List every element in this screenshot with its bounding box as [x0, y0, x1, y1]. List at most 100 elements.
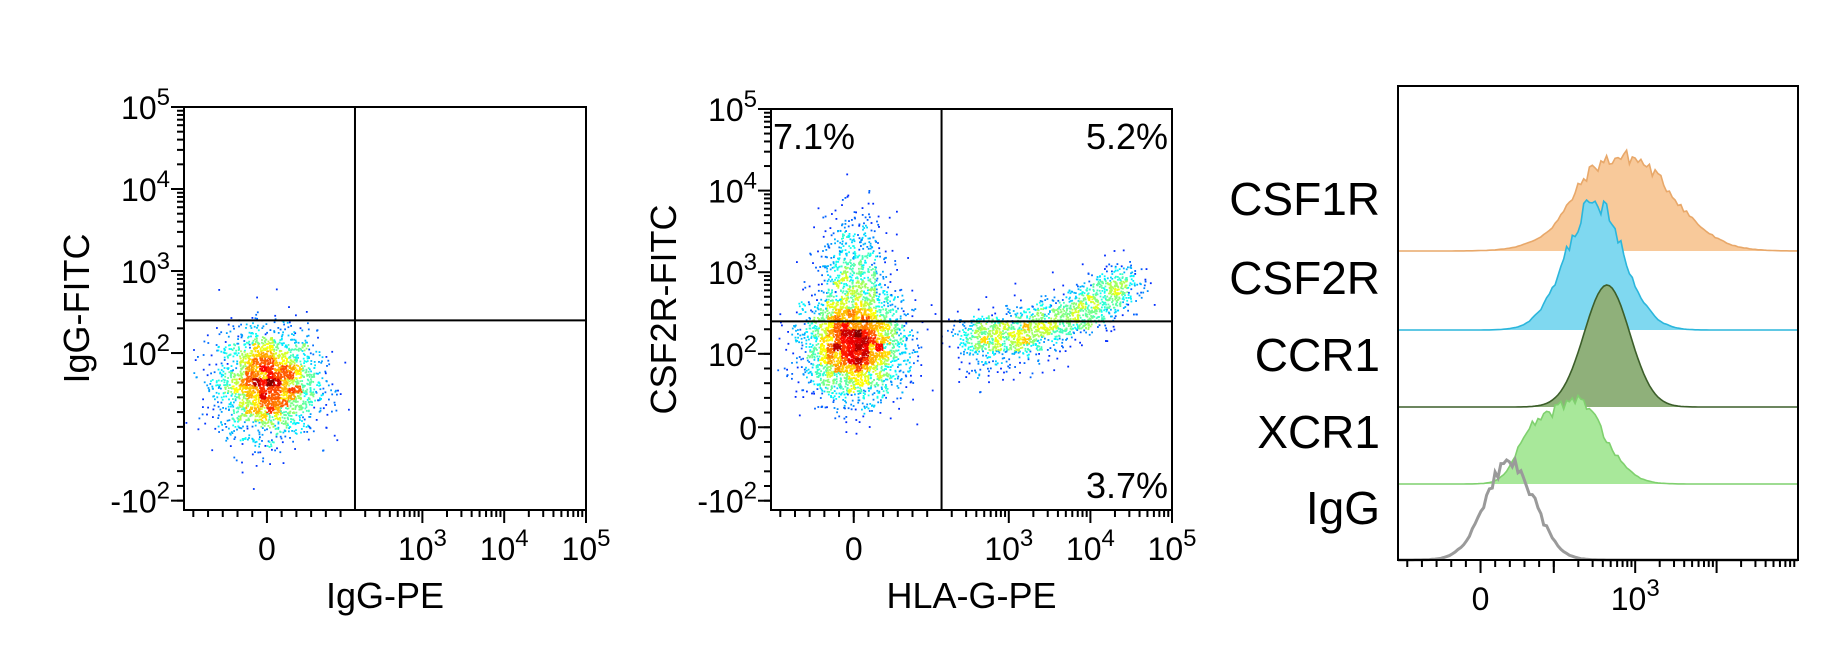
event-dot	[874, 359, 877, 362]
event-dot	[335, 389, 337, 392]
event-dot	[272, 348, 274, 351]
event-dot	[903, 313, 906, 316]
event-dot	[245, 371, 247, 373]
event-dot	[248, 368, 251, 370]
event-dot	[883, 341, 886, 344]
event-dot	[272, 346, 274, 349]
event-dot	[262, 395, 265, 398]
event-dot	[226, 383, 229, 386]
event-dot	[835, 373, 838, 376]
event-dot	[252, 373, 254, 376]
event-dot	[241, 405, 244, 408]
event-dot	[284, 422, 287, 425]
event-dot	[266, 354, 269, 357]
event-dot	[793, 325, 795, 327]
event-dot	[274, 358, 277, 360]
event-dot	[271, 368, 274, 370]
x-tick-label: 103	[398, 525, 447, 567]
event-dot	[194, 359, 197, 361]
event-dot	[256, 366, 259, 369]
event-dot	[230, 365, 233, 367]
event-dot	[805, 366, 807, 369]
event-dot	[278, 394, 281, 397]
event-dot	[308, 397, 311, 400]
event-dot	[250, 352, 253, 355]
event-dot	[224, 423, 227, 425]
event-dot	[855, 353, 858, 355]
event-dot	[292, 374, 295, 377]
event-dot	[867, 407, 870, 410]
event-dot	[305, 426, 308, 428]
event-dot	[282, 462, 285, 464]
event-dot	[247, 380, 249, 382]
event-dot	[250, 413, 252, 416]
event-dot	[265, 338, 268, 341]
event-dot	[231, 404, 234, 407]
event-dot	[237, 349, 240, 351]
event-dot	[287, 334, 290, 337]
event-dot	[852, 327, 855, 330]
event-dot	[871, 296, 874, 299]
event-dot	[855, 285, 858, 288]
event-dot	[258, 407, 260, 410]
event-dot	[883, 368, 886, 370]
event-dot	[861, 339, 864, 342]
event-dot	[286, 321, 289, 324]
event-dot	[871, 334, 873, 337]
event-dot	[289, 399, 292, 402]
event-dot	[814, 293, 816, 296]
event-dot	[286, 400, 289, 403]
event-dot	[319, 409, 322, 412]
event-dot	[309, 390, 312, 393]
event-dot	[242, 439, 244, 441]
event-dot	[242, 357, 245, 360]
event-dot	[257, 396, 260, 399]
event-dot	[796, 366, 799, 369]
event-dot	[873, 347, 876, 350]
event-dot	[875, 355, 878, 358]
event-dot	[288, 427, 290, 430]
event-dot	[260, 361, 263, 364]
event-dot	[291, 389, 293, 391]
event-dot	[344, 361, 347, 364]
event-dot	[262, 359, 265, 362]
event-dot	[220, 331, 223, 334]
event-dot	[843, 363, 846, 366]
event-dot	[907, 313, 909, 315]
event-dot	[276, 384, 279, 387]
event-dot	[245, 386, 248, 388]
event-dot	[836, 349, 839, 352]
event-dot	[891, 351, 893, 354]
event-dot	[285, 381, 288, 384]
event-dot	[265, 415, 268, 417]
event-dot	[835, 378, 838, 380]
event-dot	[235, 396, 238, 399]
event-dot	[888, 336, 891, 338]
event-dot	[270, 366, 272, 369]
event-dot	[211, 385, 214, 388]
event-dot	[295, 432, 298, 435]
event-dot	[882, 314, 884, 316]
event-dot	[897, 387, 900, 389]
event-dot	[261, 336, 264, 338]
event-dot	[226, 382, 228, 384]
event-dot	[295, 399, 297, 401]
event-dot	[283, 411, 285, 414]
event-dot	[800, 366, 803, 368]
event-dot	[254, 402, 256, 404]
event-dot	[804, 286, 807, 289]
event-dot	[308, 401, 311, 403]
event-dot	[842, 335, 845, 338]
event-dot	[887, 356, 890, 359]
event-dot	[266, 445, 269, 447]
event-dot	[855, 358, 858, 361]
event-dot	[836, 411, 838, 414]
event-dot	[807, 322, 810, 324]
event-dot	[795, 329, 797, 332]
event-dot	[249, 386, 251, 388]
event-dot	[845, 311, 848, 313]
event-dot	[288, 367, 291, 369]
event-dot	[254, 357, 257, 360]
event-dot	[279, 363, 281, 366]
event-dot	[839, 324, 842, 327]
